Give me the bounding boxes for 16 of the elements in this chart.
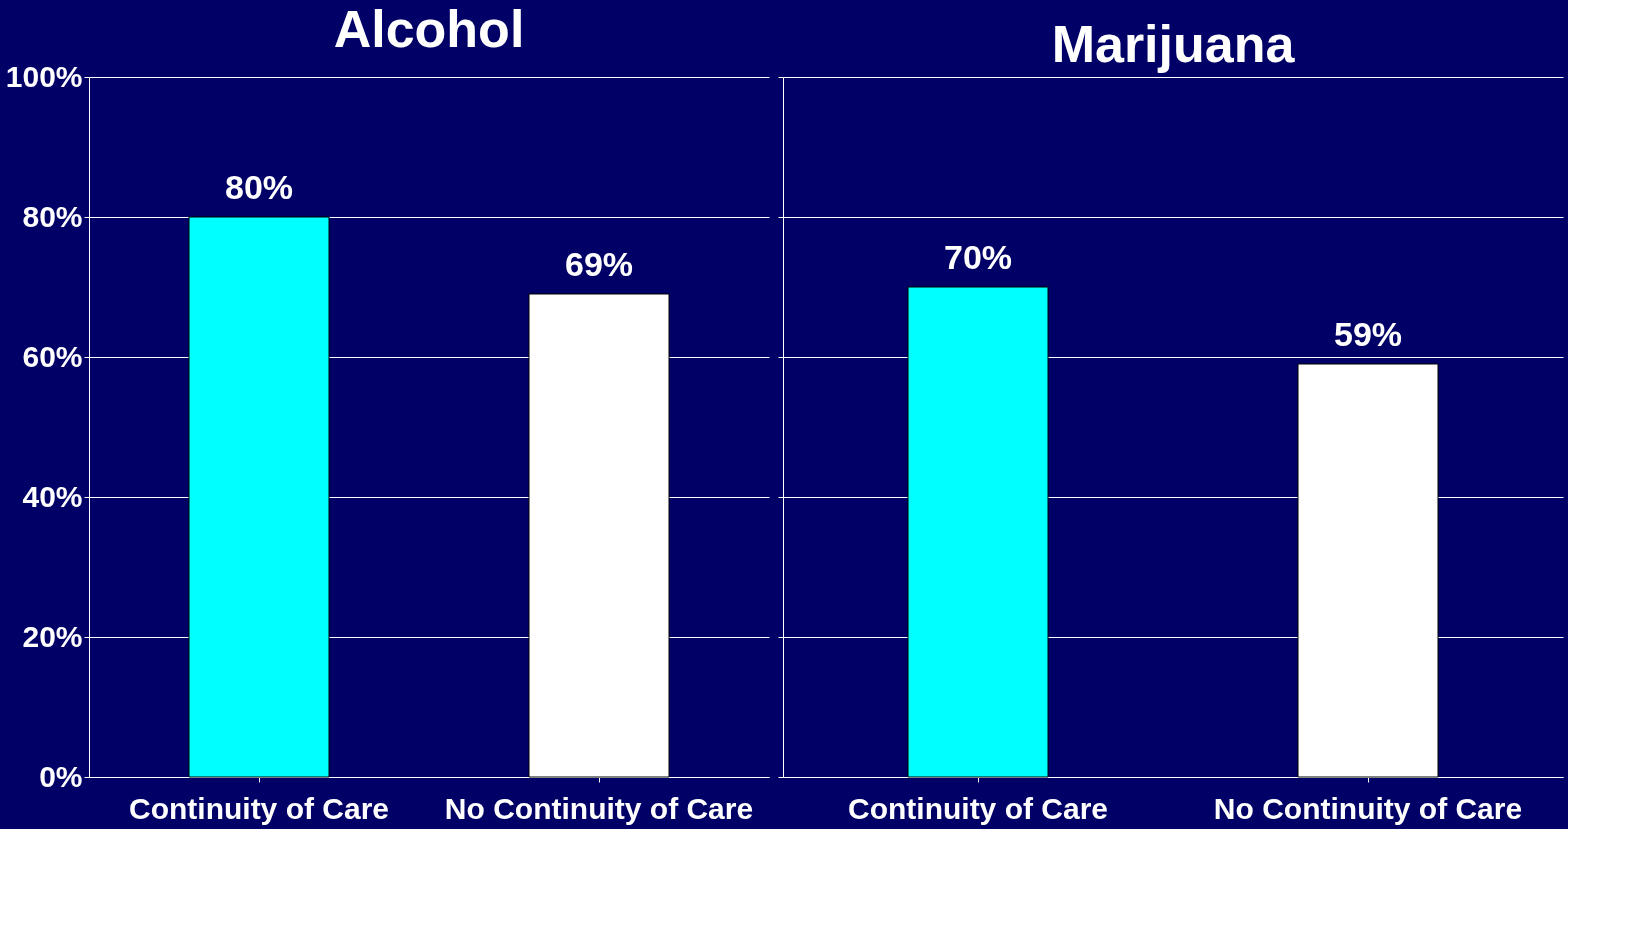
chart-title: Marijuana — [1051, 14, 1296, 73]
data-label: 70% — [943, 238, 1013, 276]
x-tick-label: Continuity of Care — [129, 791, 389, 825]
data-label: 69% — [564, 245, 634, 283]
y-tick-label: 20% — [22, 619, 83, 653]
data-label: 59% — [1333, 315, 1403, 353]
data-label: 80% — [224, 168, 294, 206]
x-tick-label: No Continuity of Care — [1213, 791, 1523, 825]
chart-title: Alcohol — [333, 0, 525, 58]
y-tick-label: 60% — [22, 339, 83, 373]
x-tick-label: Continuity of Care — [848, 791, 1108, 825]
x-tick-label: No Continuity of Care — [444, 791, 754, 825]
y-tick-label: 0% — [39, 759, 83, 793]
y-tick-label: 100% — [5, 59, 83, 93]
y-tick-label: 80% — [22, 199, 83, 233]
y-tick-label: 40% — [22, 479, 83, 513]
